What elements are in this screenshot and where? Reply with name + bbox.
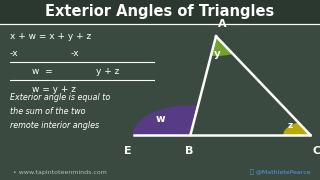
Text: Exterior angle is equal to
the sum of the two
remote interior angles: Exterior angle is equal to the sum of th… bbox=[10, 93, 110, 130]
Wedge shape bbox=[211, 36, 233, 56]
Text: z: z bbox=[288, 122, 293, 130]
Text: 🐦 @MathletePearce: 🐦 @MathletePearce bbox=[250, 170, 310, 175]
Text: w  =: w = bbox=[32, 67, 52, 76]
Text: Exterior Angles of Triangles: Exterior Angles of Triangles bbox=[45, 4, 275, 19]
Text: w = y + z: w = y + z bbox=[32, 85, 76, 94]
Bar bbox=[0, 0, 320, 24]
Text: -x: -x bbox=[10, 49, 18, 58]
Text: x + w = x + y + z: x + w = x + y + z bbox=[10, 32, 91, 41]
Text: E: E bbox=[124, 146, 132, 156]
Text: w: w bbox=[155, 114, 165, 124]
Text: C: C bbox=[312, 146, 320, 156]
Wedge shape bbox=[283, 123, 310, 135]
Text: • www.tapintoteenminds.com: • www.tapintoteenminds.com bbox=[13, 170, 107, 175]
Wedge shape bbox=[133, 105, 198, 135]
Text: y: y bbox=[214, 49, 221, 58]
Text: A: A bbox=[218, 19, 226, 29]
Text: B: B bbox=[185, 146, 193, 156]
Text: -x: -x bbox=[70, 49, 79, 58]
Text: y + z: y + z bbox=[96, 67, 119, 76]
